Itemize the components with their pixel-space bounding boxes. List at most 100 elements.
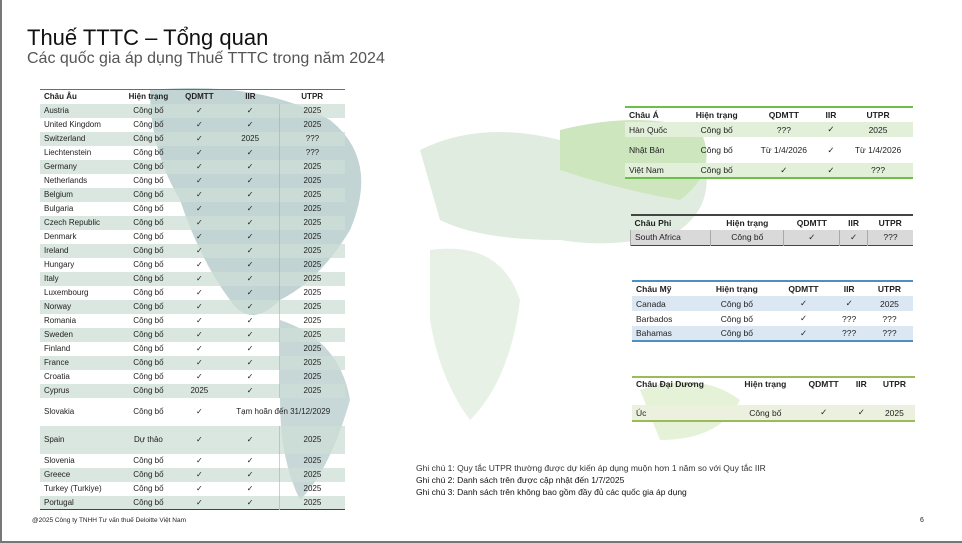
value-cell: ✓ xyxy=(196,260,203,269)
value-cell: ✓ xyxy=(221,187,280,202)
column-header: IIR xyxy=(855,379,867,389)
value-cell: ✓ xyxy=(798,405,849,421)
table-row: Slovenia Công bố ✓ ✓ 2025 xyxy=(40,453,345,468)
value-cell: 2025 xyxy=(278,159,345,174)
value-cell: ✓ xyxy=(246,232,254,241)
table-row: Denmark Công bố ✓ ✓ 2025 xyxy=(40,229,345,244)
value-cell: ??? xyxy=(748,122,819,137)
table-row: Germany Công bố ✓ ✓ 2025 xyxy=(40,159,345,174)
value-cell: Công bố xyxy=(133,232,164,241)
country-cell: Norway xyxy=(40,299,120,314)
value-cell: Công bố xyxy=(133,148,164,157)
value-cell: ✓ xyxy=(177,103,222,118)
value-cell: Công bố xyxy=(684,122,749,137)
table-row: Greece Công bố ✓ ✓ 2025 xyxy=(40,467,345,482)
note-1: Ghi chú 1: Quy tắc UTPR thường được dự k… xyxy=(416,463,766,473)
column-header: QDMTT xyxy=(808,379,839,389)
value-cell: ✓ xyxy=(177,243,222,258)
note-2: Ghi chú 2: Danh sách trên được cập nhật … xyxy=(416,475,625,485)
country-cell: Slovenia xyxy=(44,456,75,465)
value-cell: ✓ xyxy=(832,296,866,311)
value-cell: ✓ xyxy=(799,313,808,323)
country-cell: Canada xyxy=(632,296,700,311)
value-cell: ✓ xyxy=(246,288,254,297)
value-cell: Công bố xyxy=(133,288,164,297)
table-row: Nhật Bản Công bố Từ 1/4/2026 ✓ Từ 1/4/2026 xyxy=(625,137,913,163)
table-row: Romania Công bố ✓ ✓ 2025 xyxy=(40,313,345,328)
country-cell: Hungary xyxy=(44,260,75,269)
value-cell: 2025 xyxy=(278,201,345,216)
country-cell: Bahamas xyxy=(632,326,700,341)
value-cell: Công bố xyxy=(133,260,164,269)
value-cell: Công bố xyxy=(119,467,178,482)
page-title: Thuế TTTC – Tổng quan xyxy=(27,25,269,50)
table-row: Turkey (Turkiye) Công bố ✓ ✓ 2025 xyxy=(40,481,345,496)
value-cell: Công bố xyxy=(119,383,178,398)
value-cell: Công bố xyxy=(119,215,178,230)
value-cell: Công bố xyxy=(710,230,784,245)
value-cell: Từ 1/4/2026 xyxy=(854,144,902,155)
value-cell: Công bố xyxy=(119,187,178,202)
value-cell: Công bố xyxy=(699,296,775,311)
value-cell: Công bố xyxy=(684,163,749,178)
value-cell: ✓ xyxy=(848,405,874,421)
value-cell: 2025 xyxy=(278,369,345,384)
country-cell: Bulgaria xyxy=(44,204,74,213)
table-row: Việt Nam Công bố ✓ ✓??? xyxy=(625,163,913,178)
country-cell: Italy xyxy=(40,271,120,286)
header-row: Châu Phi Hiện trạng QDMTT IIR UTPR xyxy=(631,215,914,230)
value-cell: Công bố xyxy=(133,344,164,353)
value-cell: ✓ xyxy=(196,316,203,325)
value-cell: Công bố xyxy=(133,456,164,465)
notes: Ghi chú 1: Quy tắc UTPR thường được dự k… xyxy=(416,462,766,498)
value-cell: Công bố xyxy=(700,144,733,155)
value-cell: ✓ xyxy=(246,204,254,213)
value-cell: 2025 xyxy=(278,425,345,454)
value-cell: ✓ xyxy=(246,456,254,465)
table-row: Italy Công bố ✓ ✓ 2025 xyxy=(40,271,345,286)
value-cell: ✓ xyxy=(196,232,203,241)
value-cell: Công bố xyxy=(119,495,178,510)
value-cell: Công bố xyxy=(720,313,753,324)
table-row: Hàn Quốc Công bố??? ✓ 2025 xyxy=(625,122,913,137)
table-row: Cyprus Công bố 2025 ✓ 2025 xyxy=(40,383,345,398)
america-table: Châu Mỹ Hiện trạng QDMTT IIR UTPR Canada Công … xyxy=(632,280,913,342)
value-cell: ✓ xyxy=(196,407,203,416)
value-cell: 2025 xyxy=(873,405,915,421)
value-cell: ✓ xyxy=(818,122,844,137)
country-cell: Germany xyxy=(40,159,120,174)
value-cell: ✓ xyxy=(177,159,222,174)
value-cell: ✓ xyxy=(783,230,840,245)
value-cell: Công bố xyxy=(133,484,164,493)
value-cell: ✓ xyxy=(221,495,280,510)
value-cell: Công bố xyxy=(119,271,178,286)
table-row: South Africa Công bố ✓ ✓??? xyxy=(629,230,913,245)
page-subtitle: Các quốc gia áp dụng Thuế TTTC trong năm… xyxy=(27,50,385,67)
value-cell: ✓ xyxy=(196,120,203,129)
value-cell: ✓ xyxy=(221,355,280,370)
value-cell: ✓ xyxy=(839,230,868,245)
value-cell: ✓ xyxy=(177,355,222,370)
value-cell: ✓ xyxy=(246,260,254,269)
value-cell: ✓ xyxy=(196,372,203,381)
value-cell: 2025 xyxy=(278,229,345,244)
table-row: Switzerland Công bố ✓ 2025??? xyxy=(40,131,345,146)
table-row: Netherlands Công bố ✓ ✓ 2025 xyxy=(40,173,345,188)
column-header: Hiện trạng xyxy=(715,284,758,294)
value-cell: ✓ xyxy=(246,316,254,325)
column-header: Hiện trạng xyxy=(744,379,787,389)
value-cell: ✓ xyxy=(196,176,203,185)
country-cell: Cyprus xyxy=(40,383,120,398)
column-header: IIR xyxy=(825,110,837,120)
column-header: QDMTT xyxy=(768,110,799,120)
value-cell: Công bố xyxy=(133,372,164,381)
value-cell: ✓ xyxy=(221,243,280,258)
table-row: Úc Công bố ✓ ✓ 2025 xyxy=(632,405,915,421)
country-cell: Turkey (Turkiye) xyxy=(44,484,102,493)
value-cell: ✓ xyxy=(177,495,222,510)
value-cell: ✓ xyxy=(196,484,203,493)
value-cell: ✓ xyxy=(221,159,280,174)
value-cell: 2025 xyxy=(278,187,345,202)
column-header: QDMTT xyxy=(796,218,827,228)
